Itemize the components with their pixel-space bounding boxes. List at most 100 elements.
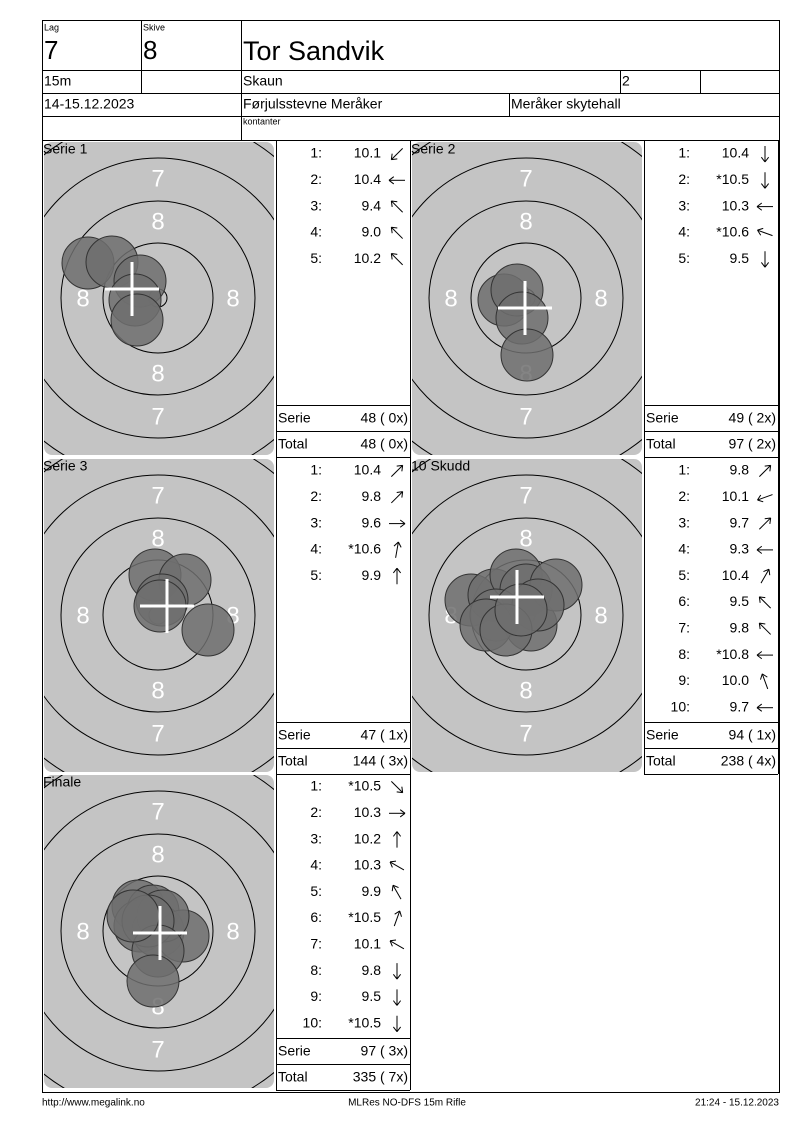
shot-number: 5: <box>310 883 322 899</box>
shot-score: 10.2 <box>354 830 381 846</box>
footer-url: http://www.megalink.no <box>42 1098 145 1109</box>
serie-label: Serie <box>278 727 311 743</box>
arrow-head <box>390 227 393 234</box>
shot-score: 10.4 <box>722 145 749 161</box>
arrow-head <box>763 568 770 573</box>
shot-number: 10: <box>671 698 690 714</box>
arrow-head <box>388 179 395 185</box>
shot-hole <box>494 583 548 637</box>
panel-title: Serie 3 <box>43 458 88 474</box>
ring-label: 7 <box>151 403 164 430</box>
total-value: 335 ( 7x) <box>353 1069 408 1085</box>
shot-number: 9: <box>310 988 322 1004</box>
ring-label: 8 <box>151 525 164 552</box>
target-ring <box>44 157 274 439</box>
direction-arrow <box>757 227 773 237</box>
shot-number: 3: <box>310 197 322 213</box>
arrow-head <box>397 541 402 548</box>
arrow-shaft <box>758 622 772 635</box>
arrow-shaft <box>758 596 772 609</box>
direction-arrow <box>390 253 404 266</box>
ring-label: 7 <box>519 165 532 192</box>
panel: 7 7 8 8 8 8 Serie 1 1: 10.1 2: 10.4 3: 9.4 4: 9.0 5: 10.… <box>43 140 411 458</box>
arrow-head <box>761 673 768 678</box>
direction-arrow <box>760 146 770 163</box>
shot-score: 10.0 <box>722 672 749 688</box>
direction-arrow <box>390 147 404 161</box>
venue: Meråker skytehall <box>511 96 621 112</box>
total-label: Total <box>278 1069 308 1085</box>
arrow-head <box>401 491 404 498</box>
shot-hole <box>126 954 180 1008</box>
shot-number: 5: <box>310 567 322 583</box>
arrow-head <box>399 812 406 818</box>
target-ring <box>60 200 256 396</box>
shot-score: 10.3 <box>354 857 381 873</box>
arrow-head <box>401 465 404 472</box>
arrow-head <box>757 494 762 501</box>
shot-score: 10.2 <box>354 250 381 266</box>
shot-number: 8: <box>678 646 690 662</box>
event: Førjulsstevne Meråker <box>243 96 383 112</box>
ring-label: 7 <box>519 403 532 430</box>
shot-score: 9.9 <box>362 883 382 899</box>
lag: 7 <box>44 35 58 65</box>
direction-arrow <box>758 517 772 530</box>
shot-score: *10.5 <box>348 909 381 925</box>
shot-score: *10.5 <box>716 171 749 187</box>
arrow-head <box>392 974 398 980</box>
shot-number: 2: <box>678 171 690 187</box>
shot-score: *10.6 <box>716 224 749 240</box>
arrow-head <box>764 464 771 467</box>
arrow-head <box>396 791 403 794</box>
ring-label: 8 <box>151 360 164 387</box>
serie-label: Serie <box>646 727 679 743</box>
direction-arrow <box>390 226 404 239</box>
target-ring <box>44 790 274 1072</box>
ring-label: 7 <box>519 720 532 747</box>
arrow-head <box>396 1000 402 1006</box>
arrow-shaft <box>758 464 772 478</box>
arrow-head <box>396 831 402 837</box>
direction-arrow <box>756 545 773 554</box>
total-value: 238 ( 4x) <box>721 753 776 769</box>
arrow-shaft <box>757 229 773 237</box>
arrow-shaft <box>390 226 404 239</box>
arrow-head <box>764 183 770 189</box>
shot-score: 10.4 <box>722 567 749 583</box>
ring-label: 8 <box>76 918 89 945</box>
shot-score: *10.5 <box>348 1014 381 1030</box>
shot-hole <box>181 603 235 657</box>
arrow-head <box>756 651 763 656</box>
direction-arrow <box>392 1015 402 1033</box>
arrow-head <box>393 541 399 547</box>
arrow-head <box>390 200 393 207</box>
total-value: 97 ( 2x) <box>729 436 776 452</box>
shot-number: 5: <box>678 567 690 583</box>
ring-label: 7 <box>519 482 532 509</box>
ring-label: 8 <box>226 918 239 945</box>
panel-title: 10 Skudd <box>411 458 470 474</box>
arrow-shaft <box>389 861 405 871</box>
ring-label: 8 <box>76 602 89 629</box>
ring-label: 8 <box>444 285 457 312</box>
arrow-head <box>396 567 402 574</box>
arrow-head <box>756 549 763 554</box>
date: 14-15.12.2023 <box>44 96 135 112</box>
arrow-head <box>390 860 397 863</box>
arrow-shaft <box>390 491 404 504</box>
arrow-shaft <box>760 569 770 584</box>
shot-score: *10.6 <box>348 541 381 557</box>
direction-arrow <box>392 831 402 848</box>
club: Skaun <box>243 73 283 89</box>
arrow-head <box>756 703 763 709</box>
arrow-shaft <box>392 885 402 900</box>
direction-arrow <box>757 494 773 503</box>
arrow-head <box>756 206 763 211</box>
direction-arrow <box>756 202 773 211</box>
total-label: Total <box>646 436 676 452</box>
